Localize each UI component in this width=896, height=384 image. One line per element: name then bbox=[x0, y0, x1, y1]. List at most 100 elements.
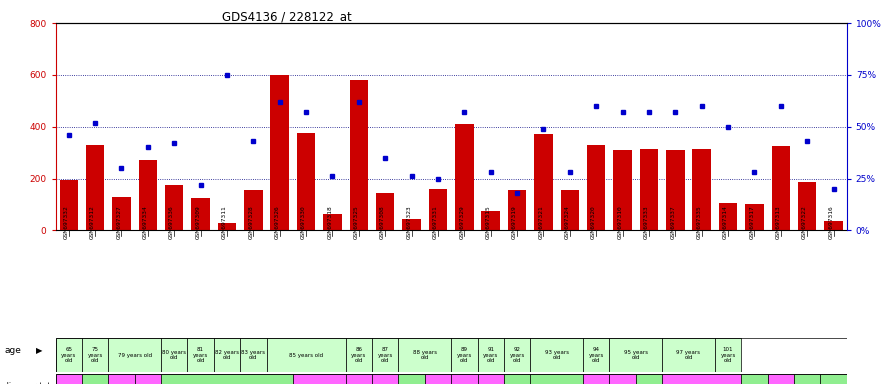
Bar bbox=[504, 374, 530, 384]
Text: GSM697334: GSM697334 bbox=[142, 205, 148, 239]
Bar bbox=[86, 145, 104, 230]
Bar bbox=[614, 150, 632, 230]
Bar bbox=[425, 374, 451, 384]
Text: 79 years old: 79 years old bbox=[117, 353, 151, 358]
Bar bbox=[478, 374, 504, 384]
Bar bbox=[583, 374, 609, 384]
Text: GSM697312: GSM697312 bbox=[90, 205, 95, 239]
Bar bbox=[108, 338, 161, 372]
Text: GSM697326: GSM697326 bbox=[275, 205, 280, 239]
Text: GSM697328: GSM697328 bbox=[248, 205, 254, 239]
Bar bbox=[56, 374, 82, 384]
Text: GSM697330: GSM697330 bbox=[301, 205, 306, 239]
Text: 85 years old: 85 years old bbox=[289, 353, 323, 358]
Text: GSM697336: GSM697336 bbox=[169, 205, 174, 239]
Bar bbox=[139, 161, 157, 230]
Text: 95 years
old: 95 years old bbox=[624, 350, 648, 361]
Text: 87
years
old: 87 years old bbox=[377, 347, 392, 363]
Text: GSM697308: GSM697308 bbox=[380, 205, 385, 239]
Bar bbox=[771, 146, 790, 230]
Text: GSM697337: GSM697337 bbox=[670, 205, 676, 239]
Text: GSM697320: GSM697320 bbox=[591, 205, 596, 239]
Bar bbox=[609, 374, 636, 384]
Bar bbox=[451, 374, 478, 384]
Bar bbox=[640, 149, 659, 230]
Bar bbox=[609, 338, 662, 372]
Text: GSM697316: GSM697316 bbox=[829, 205, 833, 239]
Bar bbox=[530, 338, 583, 372]
Bar bbox=[271, 75, 289, 230]
Text: 97 years
old: 97 years old bbox=[676, 350, 701, 361]
Bar bbox=[662, 374, 741, 384]
Bar bbox=[768, 374, 794, 384]
Text: 89
years
old: 89 years old bbox=[457, 347, 472, 363]
Bar bbox=[587, 145, 606, 230]
Text: GSM697324: GSM697324 bbox=[564, 205, 570, 239]
Bar bbox=[244, 190, 263, 230]
Text: 75
years
old: 75 years old bbox=[88, 347, 103, 363]
Bar bbox=[372, 338, 399, 372]
Text: GDS4136 / 228122_at: GDS4136 / 228122_at bbox=[222, 10, 351, 23]
Bar bbox=[214, 338, 240, 372]
Bar bbox=[56, 338, 82, 372]
Bar bbox=[741, 374, 768, 384]
Bar bbox=[481, 211, 500, 230]
Text: GSM697331: GSM697331 bbox=[433, 205, 438, 239]
Bar bbox=[293, 374, 346, 384]
Bar bbox=[187, 338, 214, 372]
Text: GSM697314: GSM697314 bbox=[723, 205, 728, 239]
Bar bbox=[161, 338, 187, 372]
Bar bbox=[218, 223, 237, 230]
Bar bbox=[376, 193, 394, 230]
Bar bbox=[297, 133, 315, 230]
Bar bbox=[323, 214, 341, 230]
Text: GSM697313: GSM697313 bbox=[776, 205, 780, 239]
Bar bbox=[719, 203, 737, 230]
Text: GSM697309: GSM697309 bbox=[195, 205, 201, 239]
Bar bbox=[583, 338, 609, 372]
Bar bbox=[693, 149, 711, 230]
Bar bbox=[346, 338, 372, 372]
Text: GSM697317: GSM697317 bbox=[749, 205, 754, 239]
Bar bbox=[402, 219, 421, 230]
Bar bbox=[504, 338, 530, 372]
Bar bbox=[59, 180, 78, 230]
Text: 86
years
old: 86 years old bbox=[351, 347, 366, 363]
Bar bbox=[715, 338, 741, 372]
Bar bbox=[666, 150, 685, 230]
Text: 81
years
old: 81 years old bbox=[193, 347, 208, 363]
Text: 83 years
old: 83 years old bbox=[241, 350, 265, 361]
Bar bbox=[824, 221, 843, 230]
Bar bbox=[636, 374, 662, 384]
Text: GSM697323: GSM697323 bbox=[407, 205, 411, 239]
Text: 101
years
old: 101 years old bbox=[720, 347, 736, 363]
Text: GSM697333: GSM697333 bbox=[644, 205, 649, 239]
Text: GSM697318: GSM697318 bbox=[327, 205, 332, 239]
Text: GSM697322: GSM697322 bbox=[802, 205, 807, 239]
Text: GSM697319: GSM697319 bbox=[513, 205, 517, 239]
Bar bbox=[372, 374, 399, 384]
Text: 80 years
old: 80 years old bbox=[162, 350, 186, 361]
Bar bbox=[82, 338, 108, 372]
Bar bbox=[798, 182, 816, 230]
Text: 65
years
old: 65 years old bbox=[61, 347, 76, 363]
Text: ▶: ▶ bbox=[36, 382, 42, 384]
Text: GSM697325: GSM697325 bbox=[354, 205, 358, 239]
Bar bbox=[112, 197, 131, 230]
Bar bbox=[82, 374, 108, 384]
Bar bbox=[451, 338, 478, 372]
Bar bbox=[534, 134, 553, 230]
Text: 93 years
old: 93 years old bbox=[545, 350, 569, 361]
Bar bbox=[134, 374, 161, 384]
Bar bbox=[240, 338, 266, 372]
Bar bbox=[530, 374, 583, 384]
Text: GSM697329: GSM697329 bbox=[460, 205, 464, 239]
Text: GSM697335: GSM697335 bbox=[697, 205, 702, 239]
Text: 91
years
old: 91 years old bbox=[483, 347, 498, 363]
Bar bbox=[266, 338, 346, 372]
Bar bbox=[192, 198, 210, 230]
Text: GSM697310: GSM697310 bbox=[617, 205, 623, 239]
Text: GSM697327: GSM697327 bbox=[116, 205, 122, 239]
Text: 94
years
old: 94 years old bbox=[589, 347, 604, 363]
Bar bbox=[165, 185, 184, 230]
